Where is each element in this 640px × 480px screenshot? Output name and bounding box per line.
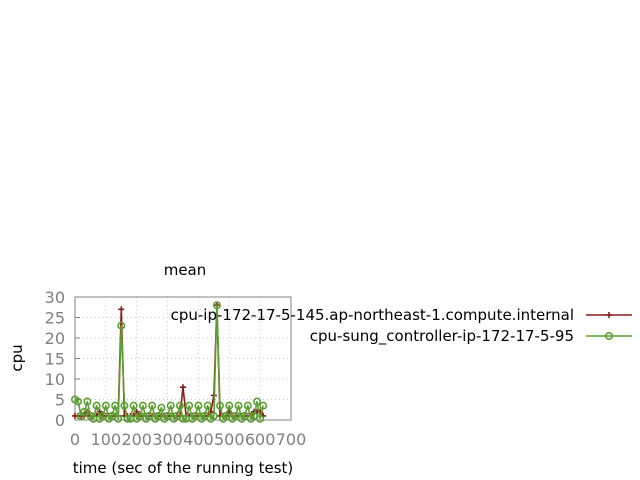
- data-point: [209, 411, 218, 420]
- data-point: [123, 414, 132, 423]
- data-point: [172, 411, 181, 420]
- y-tick-label: 5: [55, 391, 65, 410]
- data-point: [129, 401, 138, 410]
- data-point: [111, 401, 120, 410]
- legend: cpu-ip-172-17-5-145.ap-northeast-1.compu…: [171, 306, 632, 346]
- series-group: [71, 301, 268, 423]
- y-tick-label: 15: [45, 350, 65, 369]
- legend-swatch-marker: [606, 312, 612, 318]
- data-point: [200, 411, 209, 420]
- data-point: [145, 411, 154, 420]
- data-point: [92, 401, 101, 410]
- x-tick-label: 300: [152, 430, 183, 449]
- data-point: [166, 401, 175, 410]
- data-point: [175, 401, 184, 410]
- data-point: [120, 401, 129, 410]
- data-point: [231, 411, 240, 420]
- y-axis-label: cpu: [8, 344, 26, 371]
- data-point: [101, 401, 110, 410]
- grid: [75, 297, 291, 420]
- y-tick-label: 25: [45, 309, 65, 328]
- data-point: [179, 414, 188, 423]
- data-point: [108, 411, 117, 420]
- data-point: [191, 411, 200, 420]
- legend-item: cpu-sung_controller-ip-172-17-5-95: [310, 327, 632, 346]
- y-tick-label: 30: [45, 288, 65, 307]
- data-point: [80, 407, 89, 416]
- data-point: [203, 401, 212, 410]
- data-point: [259, 401, 268, 410]
- y-tick-label: 20: [45, 329, 65, 348]
- data-point: [154, 411, 163, 420]
- x-tick-label: 700: [276, 430, 307, 449]
- data-point: [118, 306, 125, 313]
- data-point: [249, 411, 258, 420]
- data-point: [98, 411, 107, 420]
- data-point: [243, 401, 252, 410]
- x-axis: 0 100 200 300 400 500 600 700: [70, 415, 306, 449]
- data-point: [225, 401, 234, 410]
- data-point: [212, 301, 221, 310]
- data-point: [256, 414, 265, 423]
- series-2: [71, 301, 268, 423]
- legend-label: cpu-ip-172-17-5-145.ap-northeast-1.compu…: [171, 306, 574, 324]
- data-point: [194, 401, 203, 410]
- x-tick-label: 200: [121, 430, 152, 449]
- data-point: [157, 403, 166, 412]
- x-tick-label: 0: [70, 430, 80, 449]
- legend-label: cpu-sung_controller-ip-172-17-5-95: [310, 327, 574, 346]
- data-point: [216, 401, 225, 410]
- data-point: [74, 397, 83, 406]
- y-tick-label: 0: [55, 411, 65, 430]
- y-tick-label: 10: [45, 370, 65, 389]
- data-point: [253, 397, 262, 406]
- data-point: [240, 411, 249, 420]
- x-tick-label: 600: [245, 430, 276, 449]
- data-point: [83, 397, 92, 406]
- x-tick-label: 400: [183, 430, 214, 449]
- data-point: [138, 401, 147, 410]
- chart-title: mean: [164, 261, 207, 279]
- data-point: [163, 411, 172, 420]
- data-point: [180, 384, 186, 391]
- data-point: [234, 401, 243, 410]
- data-point: [222, 411, 231, 420]
- legend-swatch-marker: [604, 331, 613, 340]
- data-point: [135, 411, 144, 420]
- data-point: [185, 401, 194, 410]
- data-point: [117, 321, 126, 330]
- x-tick-label: 100: [91, 430, 122, 449]
- data-point: [148, 401, 157, 410]
- x-tick-label: 500: [214, 430, 245, 449]
- data-point: [114, 414, 123, 423]
- legend-item: cpu-ip-172-17-5-145.ap-northeast-1.compu…: [171, 306, 632, 324]
- x-axis-label: time (sec of the running test): [73, 459, 294, 477]
